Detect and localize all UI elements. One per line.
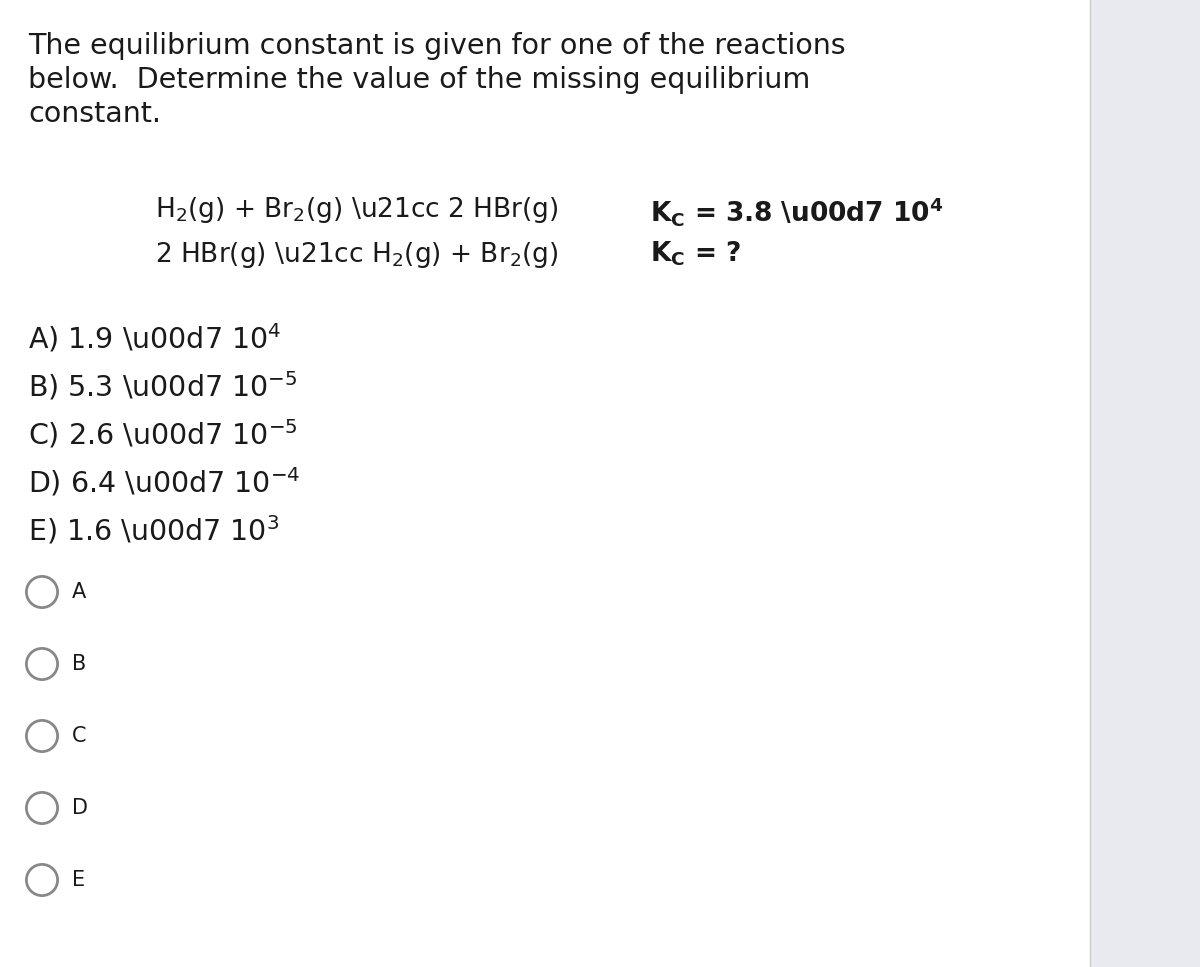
Text: E: E xyxy=(72,870,85,890)
Text: D) 6.4 \u00d7 10$\mathregular{^{-4}}$: D) 6.4 \u00d7 10$\mathregular{^{-4}}$ xyxy=(28,466,300,499)
Text: K$\mathregular{_C}$ = 3.8 \u00d7 10$\mathregular{^4}$: K$\mathregular{_C}$ = 3.8 \u00d7 10$\mat… xyxy=(650,195,943,228)
Text: A) 1.9 \u00d7 10$\mathregular{^4}$: A) 1.9 \u00d7 10$\mathregular{^4}$ xyxy=(28,322,281,355)
Text: constant.: constant. xyxy=(28,100,161,128)
Text: B) 5.3 \u00d7 10$\mathregular{^{-5}}$: B) 5.3 \u00d7 10$\mathregular{^{-5}}$ xyxy=(28,370,298,403)
Text: below.  Determine the value of the missing equilibrium: below. Determine the value of the missin… xyxy=(28,66,810,94)
Text: E) 1.6 \u00d7 10$\mathregular{^3}$: E) 1.6 \u00d7 10$\mathregular{^3}$ xyxy=(28,514,280,547)
Text: The equilibrium constant is given for one of the reactions: The equilibrium constant is given for on… xyxy=(28,32,846,60)
Text: C: C xyxy=(72,726,86,746)
Text: A: A xyxy=(72,582,86,602)
Text: B: B xyxy=(72,654,86,674)
Text: D: D xyxy=(72,798,88,818)
Text: H$\mathregular{_2}$(g) + Br$\mathregular{_2}$(g) \u21cc 2 HBr(g): H$\mathregular{_2}$(g) + Br$\mathregular… xyxy=(155,195,559,225)
Text: 2 HBr(g) \u21cc H$\mathregular{_2}$(g) + Br$\mathregular{_2}$(g): 2 HBr(g) \u21cc H$\mathregular{_2}$(g) +… xyxy=(155,240,559,270)
Text: C) 2.6 \u00d7 10$\mathregular{^{-5}}$: C) 2.6 \u00d7 10$\mathregular{^{-5}}$ xyxy=(28,418,298,451)
Text: K$\mathregular{_C}$ = ?: K$\mathregular{_C}$ = ? xyxy=(650,240,742,269)
